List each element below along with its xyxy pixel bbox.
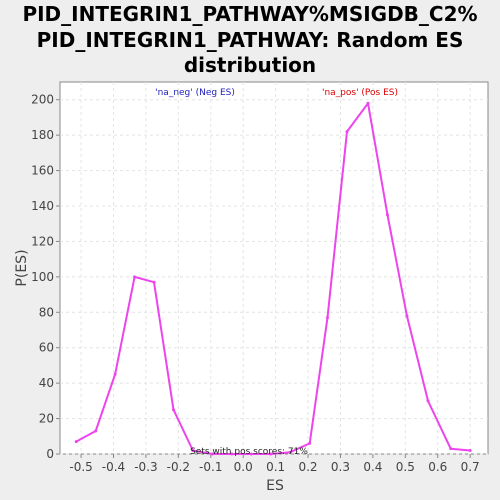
data-point [326,316,329,320]
y-tick-label: 0 [46,447,54,461]
data-point [269,452,273,456]
y-axis-label: P(ES) [14,249,30,286]
y-tick-label: 60 [39,341,54,355]
data-point [152,280,156,284]
chart-title-line-2: PID_INTEGRIN1_PATHWAY: Random ES [37,28,464,52]
data-point [345,130,349,134]
data-point [288,450,292,454]
data-point [171,408,175,412]
data-point [385,213,389,217]
data-point [133,275,137,279]
data-point [449,447,453,451]
x-tick-label: 0.7 [461,460,480,474]
x-axis-label: ES [266,478,284,494]
data-point [405,314,409,318]
data-point [468,448,472,452]
y-tick-label: 160 [31,164,54,178]
y-tick-label: 120 [31,234,54,248]
x-tick-label: 0.4 [363,460,382,474]
plot-area [59,81,489,455]
x-tick-label: 0.6 [428,460,447,474]
y-tick-label: 100 [31,270,54,284]
x-tick-label: -0.5 [69,460,92,474]
chart-title-line-3: distribution [184,53,316,77]
chart-title-line-1: PID_INTEGRIN1_PATHWAY%MSIGDB_C2% [22,2,477,26]
x-tick-label: 0.0 [234,460,253,474]
y-tick-label: 80 [39,305,54,319]
x-tick-label: 0.1 [266,460,285,474]
annotation-pos-scores: Sets with pos scores: 71% [190,447,308,457]
y-tick-label: 140 [31,199,54,213]
data-point [191,448,195,452]
data-point [94,429,98,433]
data-point [230,452,234,456]
y-tick-label: 40 [39,376,54,390]
annotation-pos-es: 'na_pos' (Pos ES) [322,88,398,98]
series-group [74,101,472,456]
y-axis-ticks: 0 20 40 60 80 100 120 140 160 180 200 [31,93,60,461]
x-tick-label: 0.2 [298,460,317,474]
chart-title: PID_INTEGRIN1_PATHWAY%MSIGDB_C2% PID_INT… [22,2,477,77]
annotation-neg-es: 'na_neg' (Neg ES) [155,88,235,98]
x-tick-label: -0.3 [134,460,157,474]
data-point [210,452,214,456]
data-point [74,440,78,444]
y-tick-label: 180 [31,128,54,142]
y-tick-label: 200 [31,93,54,107]
data-point [308,441,312,445]
grid [60,82,488,455]
data-point [366,101,370,105]
x-tick-label: -0.2 [167,460,190,474]
x-tick-label: 0.3 [331,460,350,474]
data-point [426,399,430,403]
x-tick-label: 0.5 [396,460,415,474]
data-point [249,452,253,456]
x-tick-label: -0.1 [199,460,222,474]
x-tick-label: -0.4 [102,460,125,474]
y-tick-label: 20 [39,412,54,426]
x-axis-ticks: -0.5 -0.4 -0.3 -0.2 -0.1 0.0 0.1 0.2 0.3 0.4 0.5 0.… [69,454,480,474]
data-point [113,372,117,376]
